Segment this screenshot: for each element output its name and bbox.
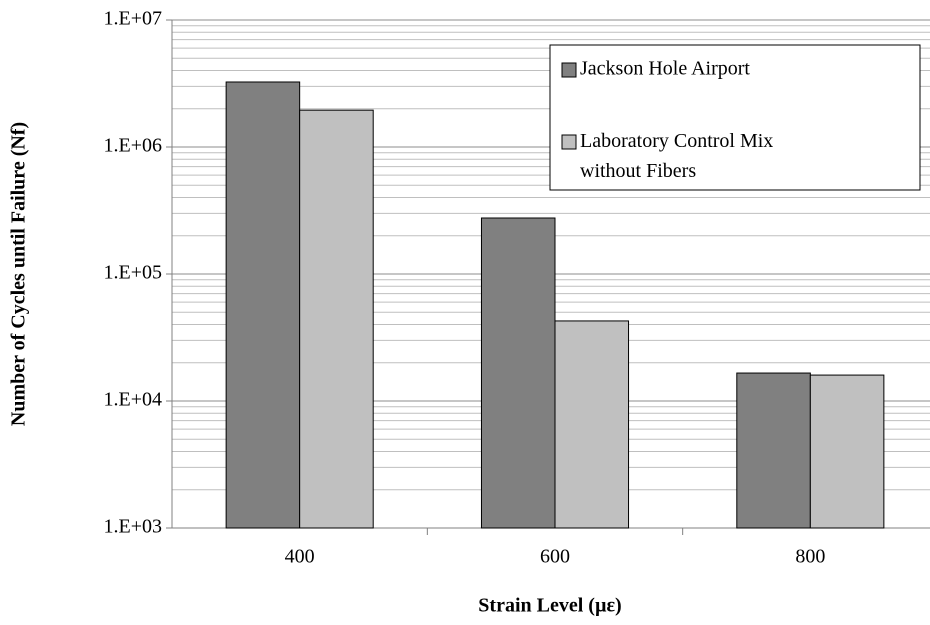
y-tick-label: 1.E+03	[104, 516, 163, 538]
x-tick-label: 800	[795, 546, 825, 568]
y-axis-title: Number of Cycles until Failure (Nf)	[8, 122, 30, 426]
y-tick-label: 1.E+06	[104, 135, 163, 157]
legend-swatch	[561, 62, 577, 78]
y-tick-label: 1.E+05	[104, 262, 163, 284]
x-tick-label: 600	[540, 546, 570, 568]
bar	[736, 372, 811, 529]
x-tick-label: 400	[285, 546, 315, 568]
bar	[554, 320, 630, 529]
y-tick-label: 1.E+07	[104, 8, 163, 30]
bar	[299, 109, 374, 529]
legend-label: Laboratory Control Mix without Fibers	[580, 130, 773, 182]
bar	[809, 374, 885, 529]
legend-label: Jackson Hole Airport	[580, 58, 750, 80]
y-tick-label: 1.E+04	[104, 389, 163, 411]
bar	[480, 217, 556, 529]
legend-box	[549, 44, 921, 191]
legend-swatch	[561, 134, 577, 150]
x-axis-title: Strain Level (µε)	[478, 595, 621, 617]
bar	[225, 81, 301, 529]
